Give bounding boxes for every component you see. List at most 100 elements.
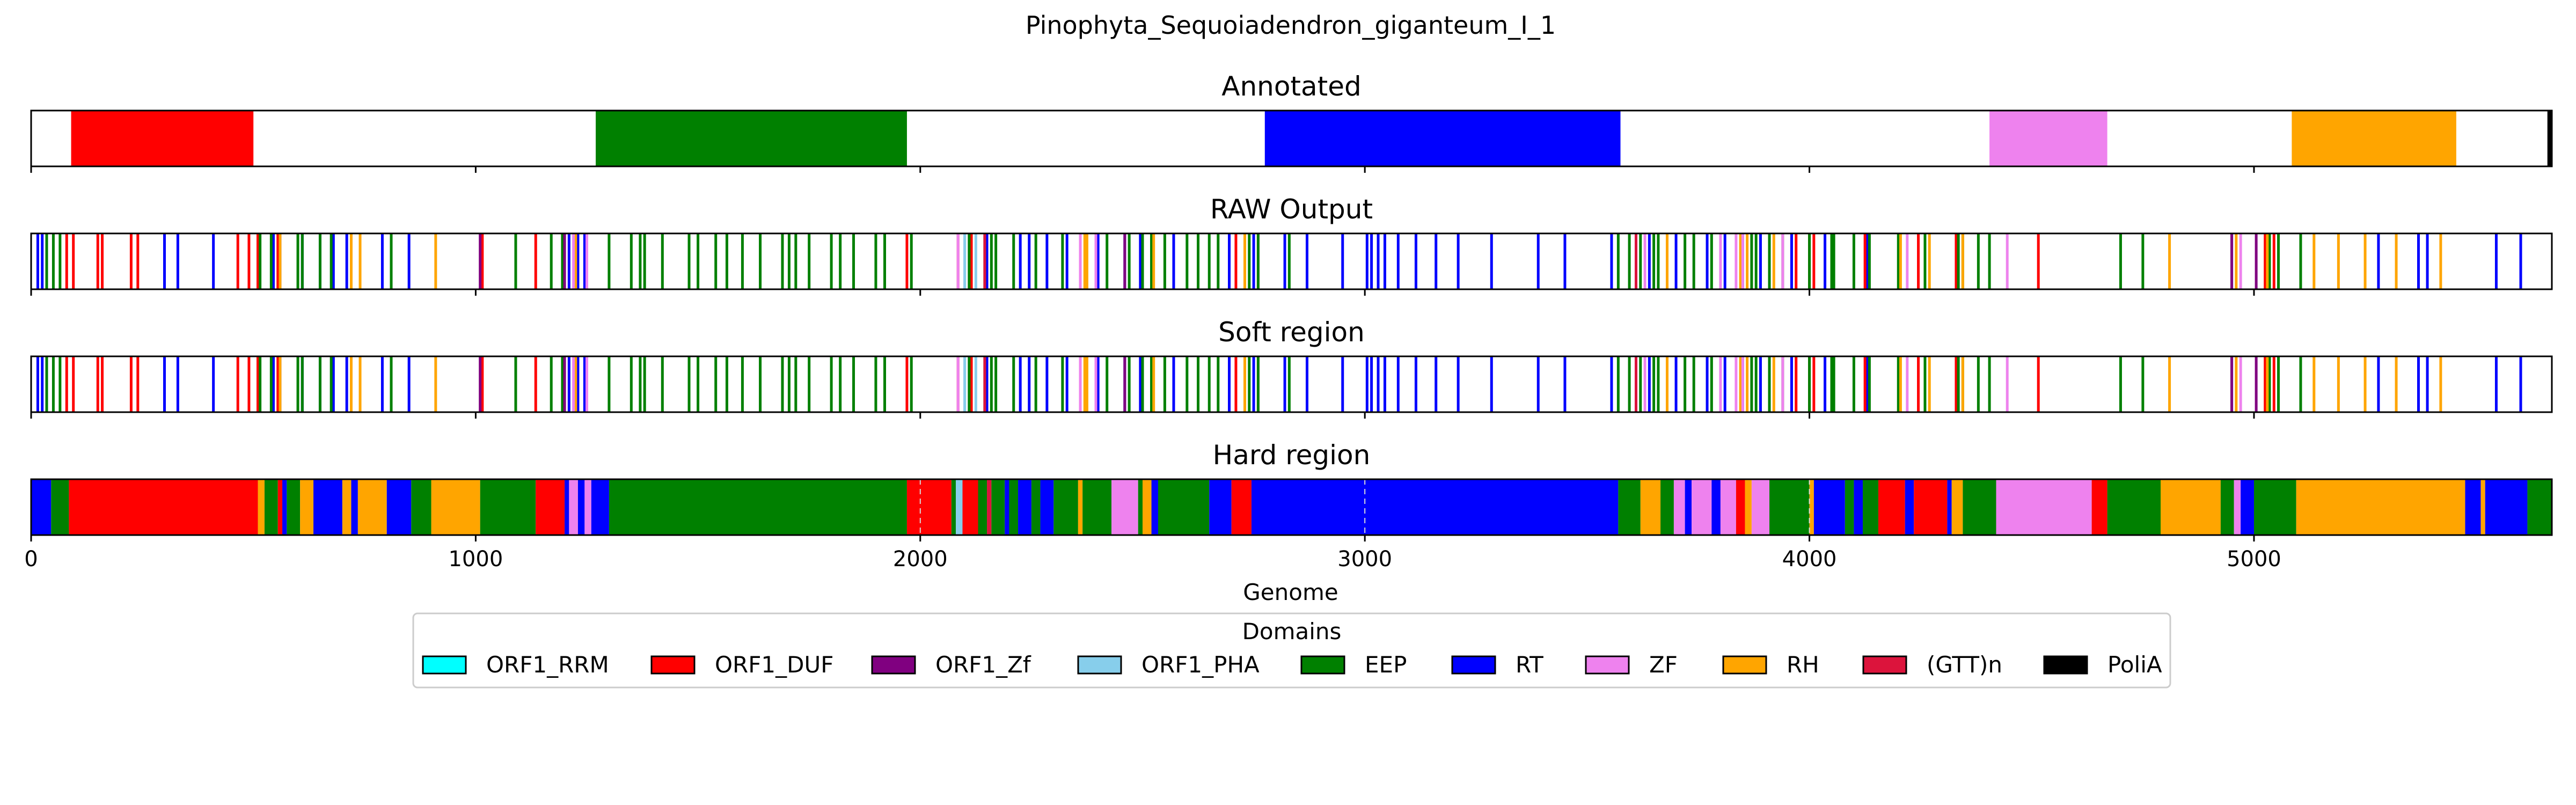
- legend-entry: ORF1_RRM: [422, 652, 609, 678]
- legend-label: ORF1_Zf: [935, 652, 1031, 678]
- segment-orf1duf: [1736, 479, 1745, 535]
- segment-zf: [1692, 479, 1712, 535]
- segment-zf: [584, 479, 591, 535]
- segment-rt: [591, 479, 609, 535]
- legend-swatch: [1300, 655, 1345, 675]
- segment-eep: [2253, 479, 2296, 535]
- legend-entry: ORF1_PHA: [1077, 652, 1260, 678]
- segment-rt: [1251, 479, 1619, 535]
- segment-eep: [51, 479, 69, 535]
- segment-zf: [1996, 479, 2092, 535]
- x-axis: 0 1000 2000 3000 4000 5000: [24, 547, 2281, 572]
- segment-rh: [2292, 111, 2456, 166]
- segment-eep: [1053, 479, 1078, 535]
- x-tick-label: 2000: [893, 547, 948, 572]
- segment-eep: [1862, 479, 1878, 535]
- segment-rt: [1813, 479, 1845, 535]
- legend-swatch: [1077, 655, 1122, 675]
- segment-rt: [1685, 479, 1692, 535]
- legend-title: Domains: [1242, 618, 1342, 645]
- segment-rt: [282, 479, 287, 535]
- segment-eep: [2527, 479, 2552, 535]
- segment-eep: [951, 479, 956, 535]
- segment-rt: [1947, 479, 1952, 535]
- panel-frame: [30, 109, 2553, 167]
- segment-eep: [1031, 479, 1041, 535]
- segment-zf: [2234, 479, 2241, 535]
- legend-entry: RH: [1722, 652, 1819, 678]
- legend-label: RH: [1787, 652, 1819, 678]
- segment-zf: [1111, 479, 1138, 535]
- segment-eep: [1769, 479, 1810, 535]
- segment-orf1duf: [277, 479, 283, 535]
- segment-eep: [2107, 479, 2161, 535]
- segment-rt: [31, 479, 52, 535]
- segment-eep: [1618, 479, 1641, 535]
- segment-eep: [991, 479, 1005, 535]
- legend-entry: ORF1_DUF: [650, 652, 833, 678]
- segment-rh: [1809, 479, 1814, 535]
- legend-swatch: [650, 655, 696, 675]
- legend-entry: (GTT)n: [1862, 652, 2002, 678]
- segment-rt: [1854, 479, 1863, 535]
- panel-background: [31, 233, 2552, 289]
- legend-label: RT: [1516, 652, 1543, 678]
- segment-rt: [2241, 479, 2254, 535]
- legend-swatch: [1722, 655, 1767, 675]
- segment-eep: [1158, 479, 1210, 535]
- segment-zf: [1720, 479, 1736, 535]
- panel-frame: [30, 478, 2553, 536]
- segment-orf1duf: [2091, 479, 2107, 535]
- segment-rh: [300, 479, 314, 535]
- legend-label: PoliA: [2107, 652, 2162, 678]
- segment-rh: [1078, 479, 1083, 535]
- segment-eep: [411, 479, 431, 535]
- legend-swatch: [422, 655, 467, 675]
- segment-rh: [1142, 479, 1152, 535]
- legend-swatch: [1451, 655, 1496, 675]
- segment-rt: [351, 479, 358, 535]
- legend-entry: PoliA: [2043, 652, 2162, 678]
- segment-rh: [342, 479, 352, 535]
- x-tick-label: 0: [24, 547, 38, 572]
- legend-label: EEP: [1365, 652, 1407, 678]
- x-tick-label: 4000: [1782, 547, 1837, 572]
- legend-label: ORF1_RRM: [486, 652, 609, 678]
- segment-orf1duf: [1878, 479, 1905, 535]
- segment-rt: [1018, 479, 1031, 535]
- segment-orf1duf: [1914, 479, 1948, 535]
- segment-rh: [2296, 479, 2465, 535]
- legend-entry: RT: [1451, 652, 1543, 678]
- chart-title: Pinophyta_Sequoiadendron_giganteum_I_1: [1026, 11, 1556, 40]
- segment-rt: [565, 479, 569, 535]
- legend-swatch: [1585, 655, 1630, 675]
- segment-rt: [1040, 479, 1054, 535]
- segment-rt: [1151, 479, 1158, 535]
- segment-eep: [609, 479, 907, 535]
- legend-swatch: [1862, 655, 1907, 675]
- segment-eep: [1845, 479, 1854, 535]
- panel-title: Annotated: [1221, 71, 1362, 102]
- legend-entry: ORF1_Zf: [871, 652, 1031, 678]
- segment-rt: [1005, 479, 1009, 535]
- segment-zf: [1989, 111, 2107, 166]
- segment-orf1pha: [956, 479, 963, 535]
- panel-background: [31, 356, 2552, 412]
- segment-rh: [1745, 479, 1752, 535]
- legend-label: (GTT)n: [1927, 652, 2002, 678]
- segment-eep: [480, 479, 536, 535]
- legend-label: ORF1_DUF: [715, 652, 833, 678]
- panel-hard-region: Hard region: [30, 440, 2553, 541]
- panel-title: Soft region: [1218, 317, 1365, 348]
- segment-eep: [287, 479, 301, 535]
- x-tick-label: 1000: [448, 547, 503, 572]
- legend-entry: EEP: [1300, 652, 1407, 678]
- legend-swatch: [2043, 655, 2088, 675]
- segment-rh: [357, 479, 387, 535]
- segment-gttn: [987, 479, 992, 535]
- segment-eep: [1138, 479, 1143, 535]
- segment-eep: [1082, 479, 1111, 535]
- segment-eep: [978, 479, 987, 535]
- segment-eep: [264, 479, 278, 535]
